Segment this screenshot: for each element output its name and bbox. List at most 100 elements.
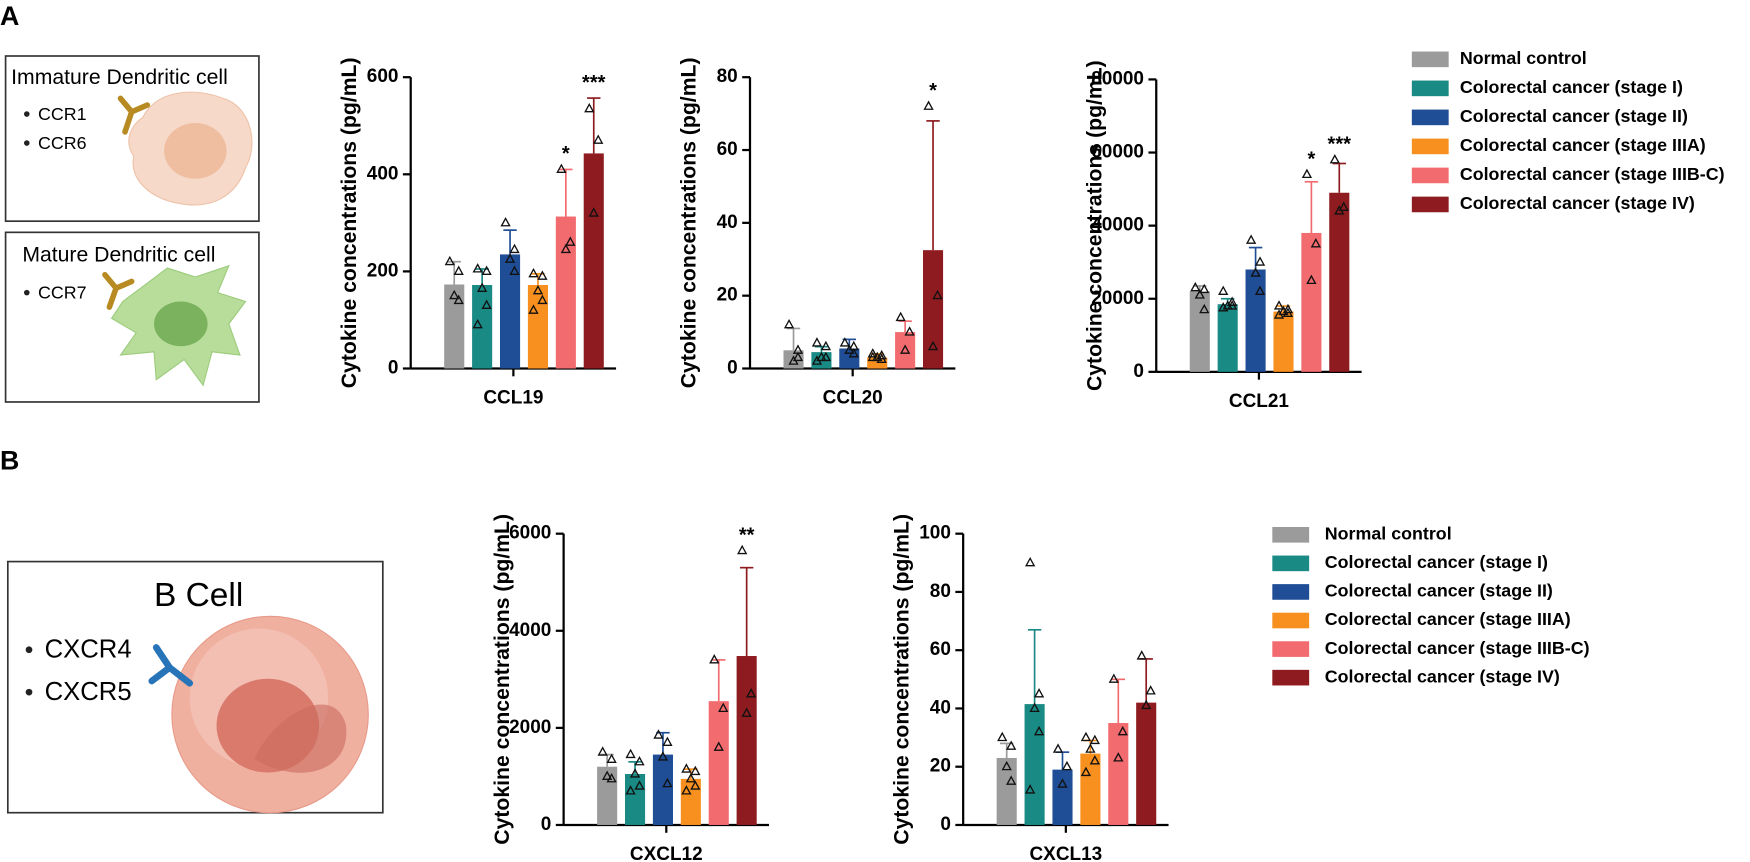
diagram-immature-dc: Immature Dendritic cell CCR1 CCR6 (4, 55, 260, 223)
y-tick-label: 60 (930, 639, 951, 660)
bar (996, 757, 1017, 825)
legend-label: Colorectal cancer (stage IIIB-C) (1325, 638, 1590, 658)
data-point (867, 348, 878, 358)
data-point (588, 207, 599, 217)
legend-swatch (1411, 109, 1449, 126)
data-point (923, 100, 934, 110)
data-point (1199, 283, 1210, 294)
data-point (1080, 766, 1092, 777)
panel-letter: B (0, 445, 19, 475)
data-point (509, 265, 520, 275)
y-tick-label: 200 (367, 260, 399, 281)
data-point (1226, 296, 1238, 306)
receptor: CCR7 (38, 282, 87, 302)
data-point (1006, 740, 1017, 750)
data-point (662, 736, 673, 747)
data-point (500, 216, 511, 227)
y-tick-label: 2000 (509, 717, 551, 738)
data-point (709, 654, 720, 664)
y-axis-label: Cytokine concentrations (pg/mL) (338, 57, 361, 388)
y-tick-label: 80000 (1091, 68, 1144, 89)
data-point (927, 340, 939, 351)
data-point (895, 311, 906, 322)
y-tick-label: 20 (930, 756, 951, 777)
legend-label: Colorectal cancer (stage I) (1460, 77, 1683, 97)
data-point (476, 282, 488, 292)
y-tick-label: 0 (388, 358, 399, 379)
y-tick-label: 40000 (1091, 215, 1144, 236)
bar (1217, 304, 1238, 372)
bar (922, 250, 944, 369)
y-tick-label: 600 (367, 66, 399, 87)
data-point (1301, 168, 1313, 179)
data-point (509, 243, 520, 254)
diagram-mature-dc: Mature Dendritic cell CCR7 (4, 231, 260, 403)
bar (736, 656, 757, 825)
data-point (504, 253, 516, 263)
legend-label: Colorectal cancer (stage IIIA) (1460, 135, 1706, 155)
bar (708, 701, 729, 825)
data-point (876, 353, 887, 363)
bar (555, 216, 576, 369)
data-point (1141, 699, 1152, 710)
panel-letter: A (0, 1, 19, 31)
data-point (1001, 760, 1012, 771)
data-point (1085, 743, 1096, 753)
legend-swatch (1411, 80, 1449, 97)
receptor: CXCR4 (45, 636, 132, 664)
y-tick-label: 20 (717, 285, 738, 306)
x-tick-label: CCL19 (483, 388, 543, 409)
legend-label: Colorectal cancer (stage I) (1325, 552, 1548, 572)
y-tick-label: 60000 (1091, 142, 1144, 163)
data-point (556, 163, 567, 174)
receptor: CCR1 (38, 104, 87, 124)
bar (1329, 192, 1350, 372)
data-point (690, 780, 701, 790)
data-point (629, 768, 641, 778)
data-point (1145, 685, 1156, 695)
data-point (1089, 755, 1101, 765)
data-point (1306, 274, 1317, 285)
y-tick-label: 400 (367, 163, 399, 184)
bar (680, 778, 701, 825)
data-point (1006, 775, 1017, 785)
data-point (537, 270, 548, 280)
y-tick-label: 6000 (509, 523, 551, 544)
data-point (584, 102, 595, 113)
data-point (932, 289, 943, 300)
data-point (1278, 305, 1289, 316)
data-point (811, 355, 823, 365)
data-point (899, 344, 911, 354)
data-point (597, 746, 608, 756)
bar (895, 332, 916, 369)
data-point (1282, 303, 1294, 314)
y-tick-label: 80 (930, 581, 951, 602)
data-point (606, 753, 617, 764)
data-point (634, 780, 645, 790)
legend-label: Colorectal cancer (stage IV) (1460, 193, 1695, 213)
data-point (867, 351, 878, 362)
data-point (1310, 238, 1321, 248)
data-point (657, 751, 669, 761)
data-point (1334, 205, 1345, 215)
data-point (848, 348, 859, 358)
y-axis-label: Cytokine concentrations (pg/mL) (890, 514, 913, 845)
legend-swatch (1272, 526, 1310, 543)
data-point (718, 702, 729, 713)
data-point (601, 770, 613, 780)
data-point (1218, 285, 1229, 296)
data-point (745, 688, 757, 698)
y-tick-label: 0 (727, 358, 738, 379)
bar (597, 766, 618, 825)
data-point (1226, 300, 1238, 310)
data-point (1113, 752, 1124, 762)
data-point (1136, 650, 1147, 660)
legend-label: Colorectal cancer (stage II) (1460, 106, 1688, 126)
data-point (625, 785, 636, 795)
data-point (904, 326, 915, 336)
data-point (1245, 234, 1257, 244)
data-point (1282, 307, 1294, 317)
data-point (449, 289, 460, 300)
legend-swatch (1272, 584, 1310, 600)
significance: * (562, 143, 570, 165)
